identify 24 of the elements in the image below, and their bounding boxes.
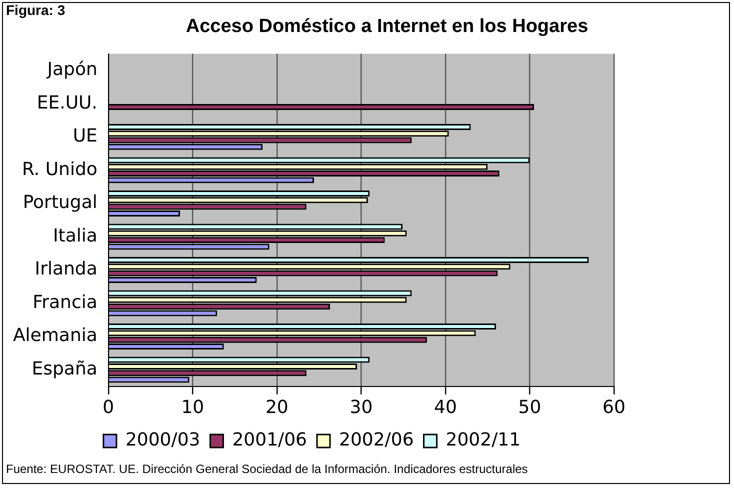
- text: Figura: 3: [6, 2, 66, 18]
- x-tick-label: 40: [434, 396, 457, 418]
- x-tick-label: 50: [518, 396, 542, 418]
- y-tick-label: Portugal: [22, 192, 98, 214]
- y-tick-label: Irlanda: [34, 258, 98, 280]
- legend-label: 2002/06: [339, 430, 414, 451]
- y-tick-label: Francia: [32, 292, 98, 313]
- source-note: Fuente: EUROSTAT. UE. Dirección General Sociedad de la Información. Indicadores estructurales: [6, 462, 528, 476]
- legend-label: 2002/11: [446, 430, 521, 451]
- x-tick-label: 30: [350, 396, 373, 418]
- chart-title: Acceso Doméstico a Internet en los Hogares: [186, 16, 588, 37]
- x-tick-label: 20: [265, 396, 288, 418]
- y-tick-label: R. Unido: [22, 158, 98, 180]
- legend-label: 2001/06: [232, 430, 308, 451]
- x-tick-label: 60: [602, 396, 626, 418]
- x-tick-label: 0: [102, 396, 114, 418]
- y-tick-label: Alemania: [12, 325, 98, 346]
- y-tick-label: Italia: [52, 225, 98, 246]
- y-tick-label: UE: [72, 126, 98, 147]
- legend-label: 2000/03: [125, 430, 200, 451]
- x-tick-label: 10: [181, 396, 204, 418]
- y-tick-label: Japón: [46, 59, 98, 80]
- y-tick-label: España: [32, 358, 98, 380]
- y-tick-label: EE.UU.: [36, 92, 98, 114]
